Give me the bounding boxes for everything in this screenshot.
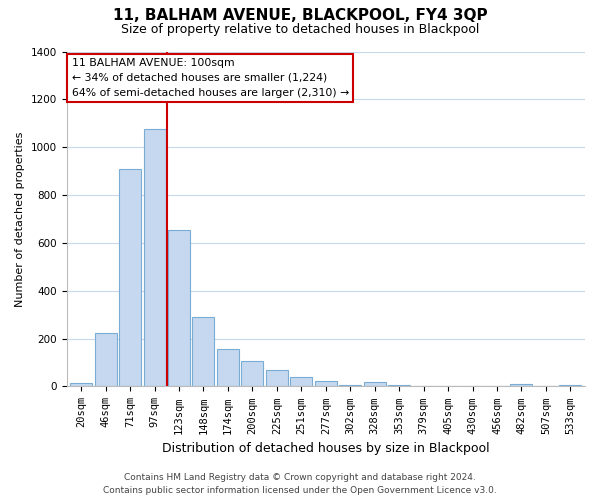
X-axis label: Distribution of detached houses by size in Blackpool: Distribution of detached houses by size … — [162, 442, 490, 455]
Text: 11, BALHAM AVENUE, BLACKPOOL, FY4 3QP: 11, BALHAM AVENUE, BLACKPOOL, FY4 3QP — [113, 8, 487, 22]
Bar — [193, 317, 214, 386]
Bar — [266, 370, 288, 386]
Bar — [315, 381, 337, 386]
Text: 11 BALHAM AVENUE: 100sqm
← 34% of detached houses are smaller (1,224)
64% of sem: 11 BALHAM AVENUE: 100sqm ← 34% of detach… — [72, 58, 349, 98]
Bar — [168, 230, 190, 386]
Text: Contains HM Land Registry data © Crown copyright and database right 2024.
Contai: Contains HM Land Registry data © Crown c… — [103, 474, 497, 495]
Bar — [339, 385, 361, 386]
Bar — [119, 168, 141, 386]
Bar — [241, 362, 263, 386]
Bar — [290, 378, 313, 386]
Bar — [388, 385, 410, 386]
Bar — [364, 382, 386, 386]
Bar — [511, 384, 532, 386]
Bar — [217, 348, 239, 387]
Text: Size of property relative to detached houses in Blackpool: Size of property relative to detached ho… — [121, 22, 479, 36]
Bar — [70, 383, 92, 386]
Bar — [143, 130, 166, 386]
Bar — [559, 385, 581, 386]
Bar — [95, 332, 116, 386]
Y-axis label: Number of detached properties: Number of detached properties — [15, 132, 25, 306]
